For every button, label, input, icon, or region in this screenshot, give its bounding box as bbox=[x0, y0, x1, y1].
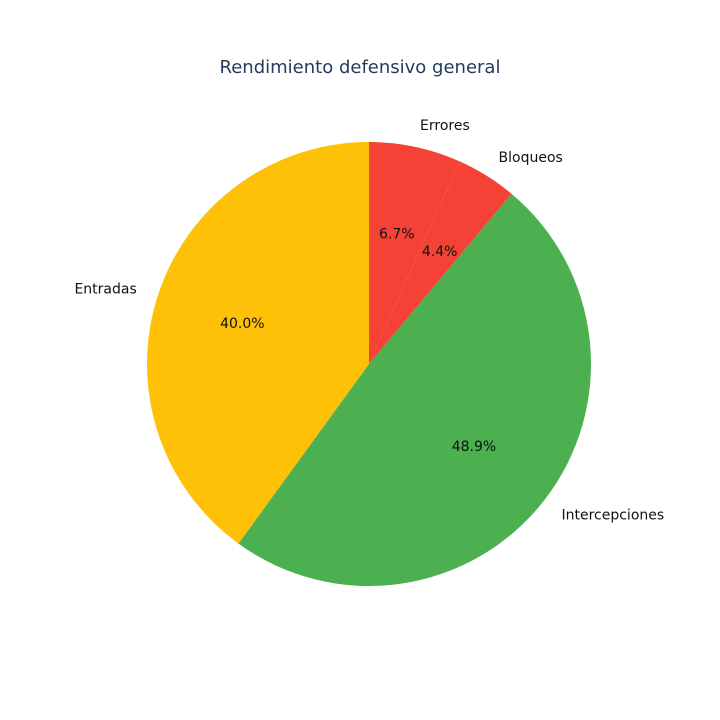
pie-slice-bloqueos bbox=[369, 161, 512, 364]
pct-label-entradas: 40.0% bbox=[220, 316, 264, 332]
pct-label-errores: 6.7% bbox=[379, 227, 415, 243]
pie-slice-entradas bbox=[147, 142, 369, 544]
category-label-entradas: Entradas bbox=[74, 282, 136, 298]
category-label-bloqueos: Bloqueos bbox=[499, 150, 563, 166]
category-label-intercepciones: Intercepciones bbox=[561, 507, 664, 523]
pct-label-bloqueos: 4.4% bbox=[422, 244, 458, 260]
pie-slice-errores bbox=[369, 142, 460, 364]
pie-slice-intercepciones bbox=[238, 193, 591, 586]
chart-title: Rendimiento defensivo general bbox=[219, 57, 501, 78]
pct-label-intercepciones: 48.9% bbox=[452, 439, 496, 455]
category-label-errores: Errores bbox=[420, 118, 470, 134]
